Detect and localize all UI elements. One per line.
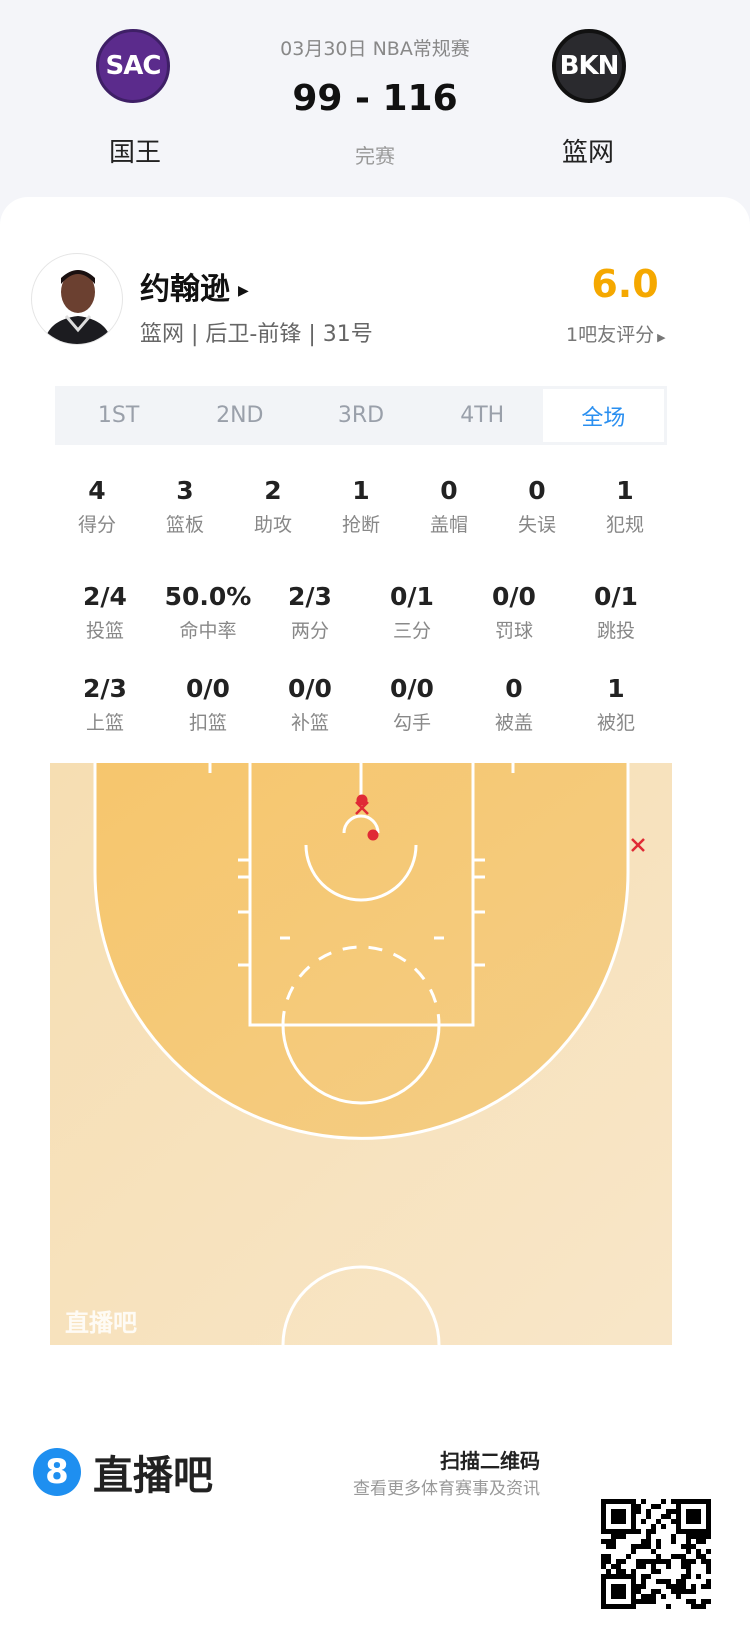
stat-item: 0/0 扣篮 xyxy=(158,672,258,735)
stat-label: 助攻 xyxy=(253,514,292,536)
tab-full-game[interactable]: 全场 xyxy=(542,389,665,442)
period-tabs: 1ST 2ND 3RD 4TH 全场 xyxy=(55,386,667,445)
qr-title: 扫描二维码 xyxy=(440,1449,540,1473)
match-status: 完赛 xyxy=(355,144,395,168)
stat-label: 抢断 xyxy=(341,514,380,536)
tab-1st[interactable]: 1ST xyxy=(97,403,140,428)
shot-missed-marker xyxy=(631,838,645,852)
free-throw-circle-top xyxy=(281,945,441,1026)
home-team-logo[interactable]: SAC xyxy=(96,29,170,103)
stat-value: 0/0 xyxy=(390,674,434,703)
stat-value: 2 xyxy=(264,476,282,505)
stat-value: 0/0 xyxy=(288,674,332,703)
stat-label: 上篮 xyxy=(85,712,124,734)
stat-value: 2/3 xyxy=(83,674,127,703)
stat-value: 1 xyxy=(616,476,634,505)
caret-right-icon: ▶ xyxy=(238,282,249,299)
free-throw-circle-bottom xyxy=(281,1024,441,1105)
tab-3rd[interactable]: 3RD xyxy=(337,403,385,428)
qr-code[interactable] xyxy=(601,1499,711,1609)
stat-value: 4 xyxy=(88,476,106,505)
caret-right-icon: ▶ xyxy=(657,331,666,344)
hash-marks xyxy=(208,763,515,967)
stat-value: 0/0 xyxy=(492,582,536,611)
player-name[interactable]: 约翰逊 ▶ xyxy=(140,272,249,307)
stat-item: 1 被犯 xyxy=(566,672,666,735)
stat-value: 0 xyxy=(528,476,546,505)
stat-label: 补篮 xyxy=(290,712,329,734)
away-team-name: 篮网 xyxy=(561,138,614,168)
shot-made-marker xyxy=(367,829,379,841)
stat-value: 2/4 xyxy=(83,582,127,611)
stat-value: 0 xyxy=(440,476,458,505)
inner-arc xyxy=(304,844,418,902)
player-info: 篮网 | 后卫-前锋 | 31号 xyxy=(140,322,373,347)
stat-value: 0/1 xyxy=(594,582,638,611)
stat-value: 1 xyxy=(607,674,625,703)
stat-item: 2 助攻 xyxy=(223,474,323,537)
stat-value: 0/1 xyxy=(390,582,434,611)
stat-label: 失误 xyxy=(517,514,556,536)
stat-item: 0/1 三分 xyxy=(362,580,462,643)
away-team-logo[interactable]: BKN xyxy=(552,29,626,103)
match-score: 99 - 116 xyxy=(292,78,458,119)
stat-label: 盖帽 xyxy=(429,514,468,536)
stat-label: 勾手 xyxy=(392,712,431,734)
player-rating: 6.0 xyxy=(591,262,659,306)
stat-label: 扣篮 xyxy=(188,712,227,734)
stat-item: 0/0 罚球 xyxy=(464,580,564,643)
stat-item: 2/3 两分 xyxy=(260,580,360,643)
stat-item: 1 犯规 xyxy=(575,474,675,537)
stat-label: 篮板 xyxy=(165,514,204,536)
stat-item: 0/0 补篮 xyxy=(260,672,360,735)
watermark: 直播吧 xyxy=(65,1309,137,1337)
stat-item: 2/3 上篮 xyxy=(55,672,155,735)
stat-label: 两分 xyxy=(290,620,329,642)
stat-value: 0/0 xyxy=(186,674,230,703)
shot-made-marker xyxy=(356,794,368,806)
stat-item: 0 失误 xyxy=(487,474,587,537)
stat-item: 0/1 跳投 xyxy=(566,580,666,643)
stat-value: 2/3 xyxy=(288,582,332,611)
shot-chart: 直播吧 xyxy=(50,763,672,1345)
rating-link[interactable]: 1吧友评分 ▶ xyxy=(566,324,666,346)
stat-value: 1 xyxy=(352,476,370,505)
match-date-league: 03月30日 NBA常规赛 xyxy=(280,38,470,60)
stat-item: 50.0% 命中率 xyxy=(158,580,258,643)
stat-item: 4 得分 xyxy=(47,474,147,537)
brand-logo: 8 直播吧 xyxy=(33,1443,213,1501)
brand-8-icon: 8 xyxy=(33,1448,81,1496)
three-point-area xyxy=(95,763,628,1139)
stat-item: 0 盖帽 xyxy=(399,474,499,537)
stat-item: 0/0 勾手 xyxy=(362,672,462,735)
stat-item: 3 篮板 xyxy=(135,474,235,537)
stat-label: 三分 xyxy=(392,620,431,642)
tab-2nd[interactable]: 2ND xyxy=(216,403,264,428)
stat-value: 3 xyxy=(176,476,194,505)
stat-label: 罚球 xyxy=(494,620,533,642)
stat-label: 犯规 xyxy=(605,514,644,536)
shot-missed-marker xyxy=(355,801,369,815)
stat-item: 1 抢断 xyxy=(311,474,411,537)
home-team-name: 国王 xyxy=(108,138,161,168)
paint xyxy=(248,763,475,1027)
stat-item: 2/4 投篮 xyxy=(55,580,155,643)
three-point-line xyxy=(93,763,630,1140)
stat-label: 投篮 xyxy=(85,620,124,642)
center-circle xyxy=(281,1265,441,1345)
stat-value: 0 xyxy=(505,674,523,703)
qr-subtitle: 查看更多体育赛事及资讯 xyxy=(353,1479,540,1499)
stat-item: 0 被盖 xyxy=(464,672,564,735)
player-avatar xyxy=(31,253,123,345)
stat-label: 被盖 xyxy=(494,712,533,734)
stat-value: 50.0% xyxy=(164,582,252,611)
stat-label: 被犯 xyxy=(596,712,635,734)
stat-label: 命中率 xyxy=(179,620,237,642)
tab-4th[interactable]: 4TH xyxy=(460,403,505,428)
stat-label: 跳投 xyxy=(596,620,635,642)
stat-label: 得分 xyxy=(77,514,116,536)
restricted-arc xyxy=(342,814,380,834)
